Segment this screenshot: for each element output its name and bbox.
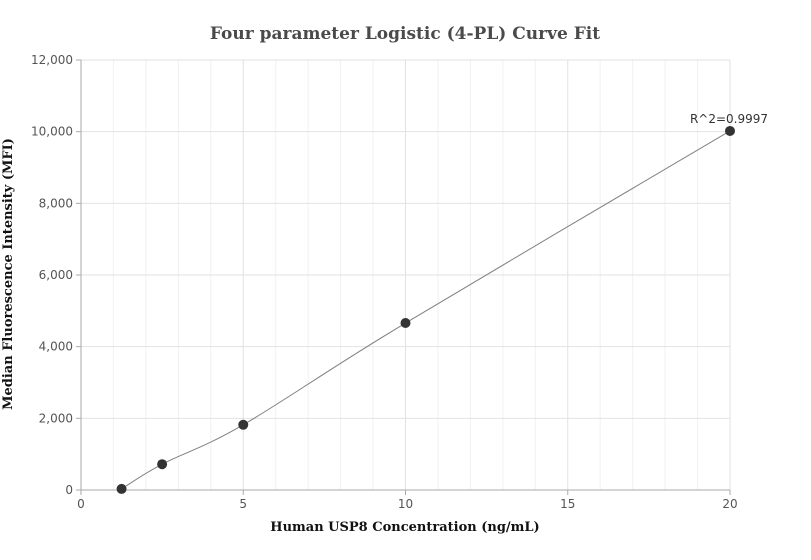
chart-title: Four parameter Logistic (4-PL) Curve Fit xyxy=(210,24,600,44)
x-tick-label: 15 xyxy=(560,497,575,511)
x-axis-ticks: 0 5 10 15 20 xyxy=(77,490,738,511)
y-axis-ticks: 0 2,000 4,000 6,000 8,000 10,000 12,000 xyxy=(31,53,81,497)
data-point xyxy=(725,125,735,136)
r-squared-annotation: R^2=0.9997 xyxy=(690,112,768,126)
data-point xyxy=(238,419,249,430)
y-tick-label: 10,000 xyxy=(31,125,73,139)
y-axis-title: Median Fluorescence Intensity (MFI) xyxy=(1,138,16,410)
data-point xyxy=(400,318,411,329)
y-tick-label: 12,000 xyxy=(31,53,73,67)
data-points xyxy=(116,125,735,494)
y-tick-label: 6,000 xyxy=(39,268,73,282)
data-point xyxy=(157,459,168,470)
x-tick-label: 20 xyxy=(722,497,737,511)
fit-curve xyxy=(121,130,731,490)
x-tick-label: 10 xyxy=(398,497,413,511)
y-tick-label: 4,000 xyxy=(39,340,73,354)
y-tick-label: 0 xyxy=(65,483,73,497)
x-axis-title: Human USP8 Concentration (ng/mL) xyxy=(270,520,539,535)
data-point xyxy=(116,483,127,494)
y-tick-label: 8,000 xyxy=(39,196,73,210)
major-gridlines xyxy=(81,59,731,490)
y-tick-label: 2,000 xyxy=(39,411,73,425)
x-tick-label: 5 xyxy=(239,497,247,511)
x-tick-label: 0 xyxy=(77,497,85,511)
